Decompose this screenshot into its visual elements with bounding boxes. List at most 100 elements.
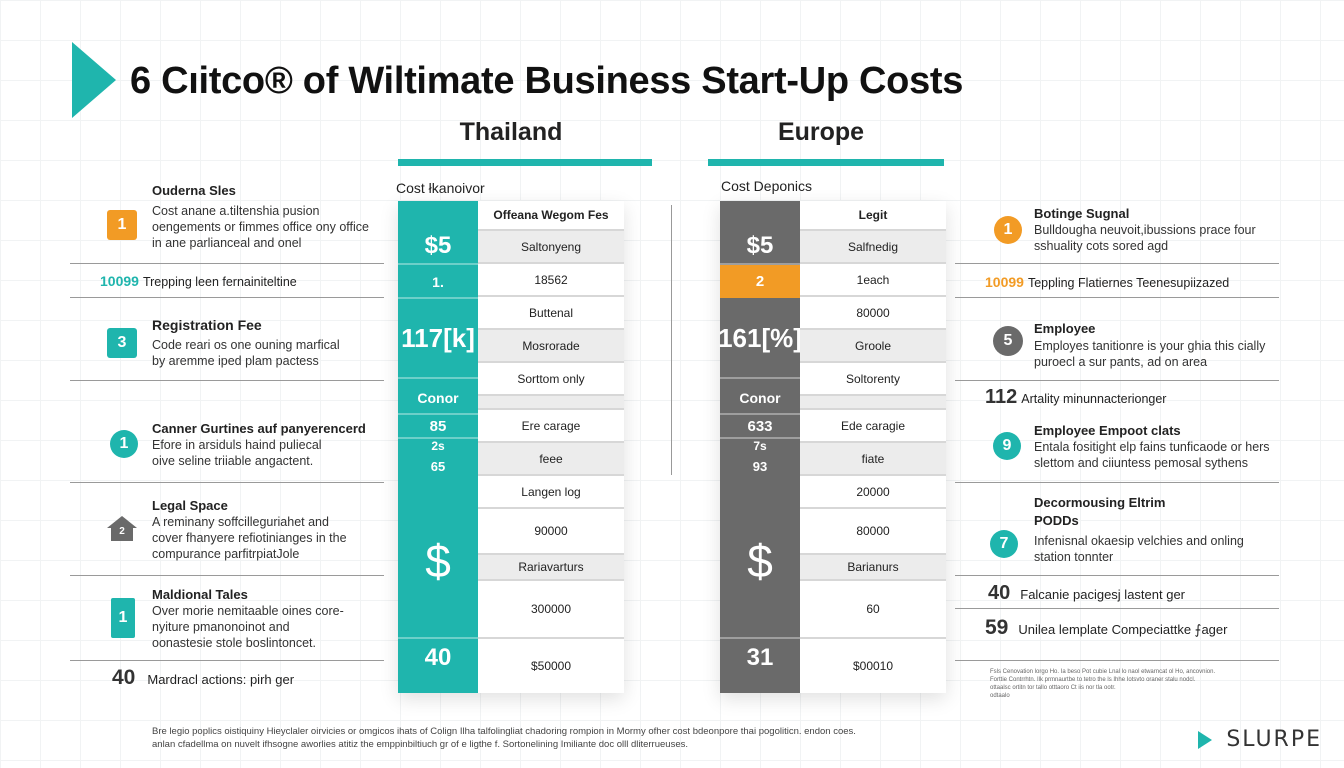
right-stat-row: 112 Artality minunnacterionger — [985, 386, 1166, 409]
title-arrow-icon — [72, 42, 116, 118]
left-stat-text: Mardracl actions: pirh ger — [147, 672, 295, 687]
right-entry-title: Decormousing Eltrim — [1034, 495, 1166, 510]
table-cell: Soltorenty — [800, 363, 946, 396]
right-entry-desc: Entala fositight elp fains tunficaode or… — [1034, 440, 1270, 470]
table-cell: 1each — [800, 264, 946, 297]
table-cell — [800, 396, 946, 410]
table-cell: 300000 — [478, 581, 624, 639]
table-cell: feee — [478, 443, 624, 476]
left-entry-desc: A reminany soffcilleguriahet and cover fh… — [152, 515, 347, 561]
footnote: Bre legio poplics oistiquiny Hieyclaler … — [152, 726, 856, 750]
strip-value: 85 — [429, 417, 447, 435]
table-cell — [478, 396, 624, 410]
table-cell: Ere carage — [478, 410, 624, 443]
strip-value: 7s — [753, 439, 767, 453]
left-stat-row: 10099 Trepping leen fernainiteltine — [100, 273, 297, 289]
table-cell: Legit — [800, 201, 946, 231]
left-entry-badge: 1 — [107, 210, 137, 240]
right-stat-number: 59 — [985, 616, 1009, 639]
brand-arrow-icon — [1198, 730, 1213, 749]
right-stat-number: 40 — [988, 582, 1011, 604]
table-cell: Ede caragie — [800, 410, 946, 443]
strip-value: 117[k] — [401, 322, 475, 353]
table-cell: Salfnedig — [800, 231, 946, 264]
table-cell: fiate — [800, 443, 946, 476]
right-divider — [955, 482, 1279, 483]
strip-value: $5 — [424, 232, 452, 259]
strip-value: 93 — [752, 458, 768, 474]
house-icon: 2 — [105, 514, 139, 542]
left-divider — [70, 263, 384, 264]
left-entry-badge: 3 — [107, 328, 137, 358]
right-entry-desc: Bulldougha neuvoit,ibussions prace four s… — [1034, 223, 1256, 253]
table-cell: Saltonyeng — [478, 231, 624, 264]
left-divider — [70, 575, 384, 576]
left-entry-title: Canner Gurtines auf panyerencerd — [152, 421, 366, 436]
strip-value: 65 — [430, 458, 446, 474]
right-entry-badge: 5 — [993, 326, 1023, 356]
table-cell: 80000 — [800, 297, 946, 330]
right-entry-desc: Employes tanitionre is your ghia this ci… — [1034, 339, 1266, 369]
strip-dollar-icon: $ — [425, 535, 451, 587]
thailand-subheading: Cost łkanoivor — [396, 180, 485, 196]
right-fine-print: Fsls Cenovation lorgo Ho. Ia beso Pot cu… — [990, 669, 1216, 699]
europe-value-strip: $5 2 161[%] Conor 633 7s 93 $ 31 — [718, 201, 802, 693]
table-cell: $00010 — [852, 659, 894, 673]
right-stat-row: 40 Falcanie pacigesj lastent ger — [988, 582, 1185, 605]
left-entry-desc: Over morie nemitaable oines core-nyiture… — [152, 604, 344, 650]
strip-value: 40 — [424, 644, 452, 671]
left-entry-title: Registration Fee — [152, 317, 262, 333]
left-divider — [70, 380, 384, 381]
table-cell: 60 — [800, 581, 946, 639]
right-entry-badge: 1 — [994, 216, 1022, 244]
right-stat-number: 112 — [985, 386, 1018, 408]
table-cell: Offeana Wegom Fes — [478, 201, 624, 231]
right-entry-badge: 9 — [993, 432, 1021, 460]
left-entry-desc: Cost anane a.tiltenshia pusion oengements… — [152, 204, 370, 250]
left-entry-title: Ouderna Sles — [152, 183, 236, 198]
right-entry-title: Botinge Sugnal — [1034, 206, 1130, 221]
strip-value: 161[%] — [718, 322, 802, 353]
right-stat-text: Artality minunnacterionger — [1021, 392, 1167, 406]
table-cell: 80000 — [800, 509, 946, 555]
europe-subheading: Cost Deponics — [721, 178, 813, 194]
strip-value: 2s — [431, 439, 445, 453]
left-entry-badge: 1 — [111, 598, 135, 638]
strip-value: Conor — [739, 390, 781, 406]
europe-heading-bar — [708, 159, 944, 166]
right-stat-number: 10099 — [985, 274, 1024, 290]
right-entry-title: Employee Empoot clats — [1034, 423, 1181, 438]
strip-value: 31 — [746, 644, 774, 671]
right-stat-row: 59 Unilea lemplate Compeciattke ⨍ager — [985, 616, 1227, 640]
table-cell: 18562 — [478, 264, 624, 297]
thailand-table: $5 1. 117[k] Conor 85 2s 65 $ 40 Offeana… — [398, 201, 624, 693]
left-stat-text: Trepping leen fernainiteltine — [142, 275, 297, 289]
strip-value-highlight: 2 — [720, 265, 800, 298]
table-cell: Sorttom only — [478, 363, 624, 396]
table-cell: $50000 — [530, 659, 572, 673]
right-divider — [955, 660, 1279, 661]
europe-table: $5 2 161[%] Conor 633 7s 93 $ 31 Legit S… — [718, 201, 946, 693]
right-divider — [955, 608, 1279, 609]
left-entry-badge: 1 — [110, 430, 138, 458]
right-entry-title-line2: PODDs — [1034, 513, 1079, 528]
left-entry-desc: Efore in arsiduls haind puliecal oive sel… — [152, 438, 322, 468]
left-entry-desc: Code reari os one ouning marfical by arem… — [152, 338, 340, 368]
right-entry-desc: Infenisnal okaesip velchies and onling st… — [1034, 534, 1244, 564]
table-cell: Barianurs — [800, 555, 946, 581]
right-stat-row: 10099 Teppling Flatiernes Teenesupiizaze… — [985, 274, 1229, 290]
brand-logo: SLURPE — [1198, 727, 1322, 752]
left-divider — [70, 482, 384, 483]
right-divider — [955, 263, 1279, 264]
left-stat-number: 40 — [112, 666, 136, 689]
column-divider — [671, 205, 672, 475]
left-entry-title: Legal Space — [152, 498, 228, 513]
table-cell: 20000 — [800, 476, 946, 509]
table-cell: Buttenal — [478, 297, 624, 330]
table-cell: Groole — [800, 330, 946, 363]
table-cell: 90000 — [478, 509, 624, 555]
right-stat-text: Falcanie pacigesj lastent ger — [1020, 587, 1186, 602]
right-stat-text: Teppling Flatiernes Teenesupiizazed — [1027, 276, 1230, 290]
table-cell: Mosrorade — [478, 330, 624, 363]
brand-name: SLURPE — [1226, 727, 1322, 752]
